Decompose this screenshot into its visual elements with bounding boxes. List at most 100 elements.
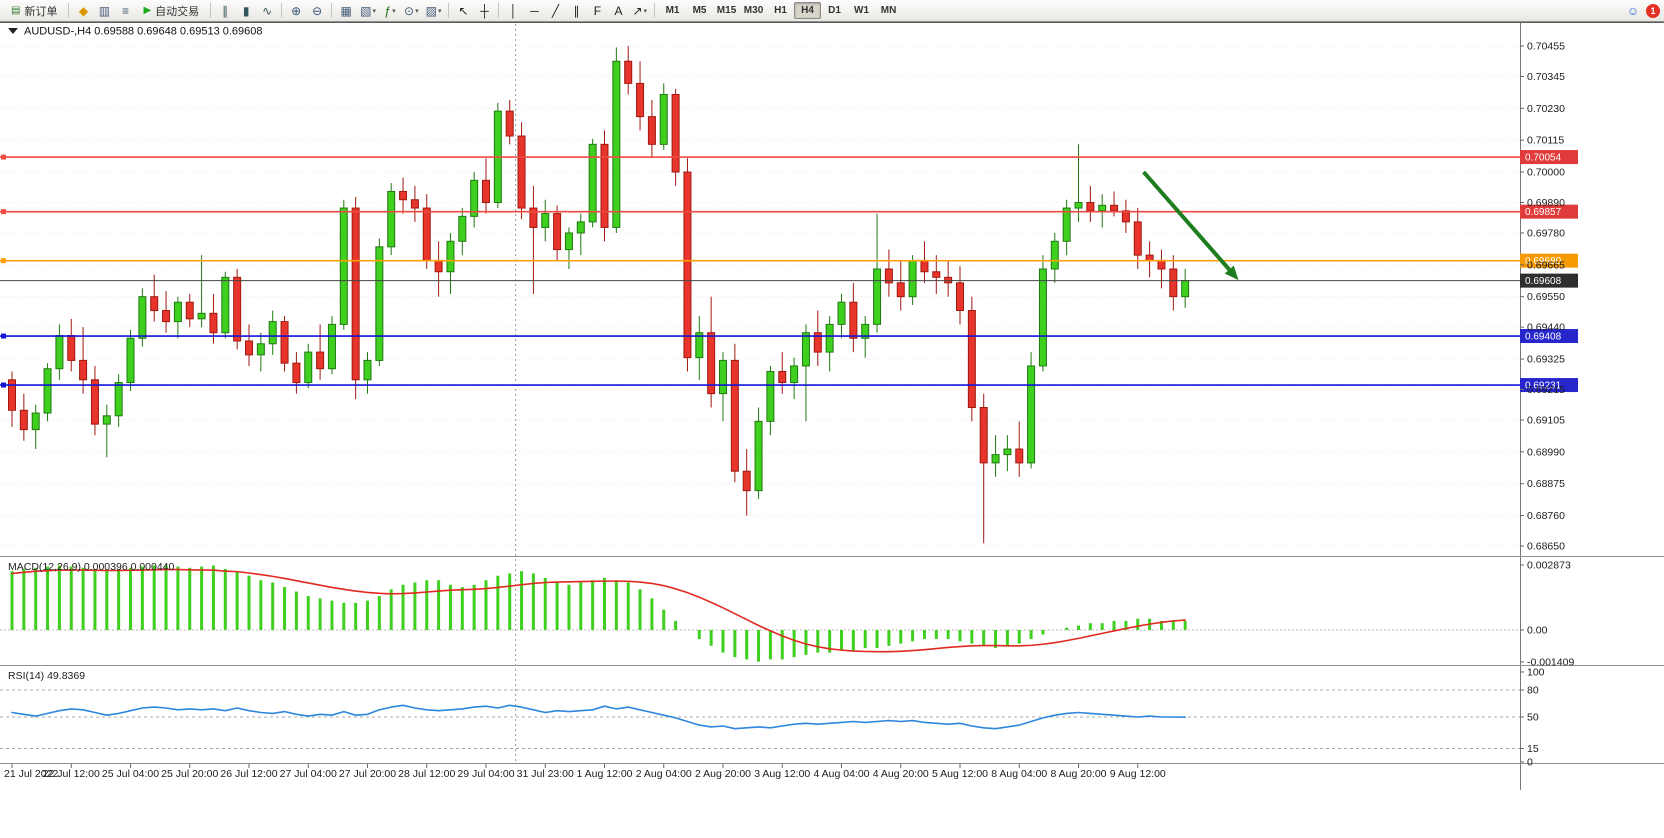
line-chart-icon[interactable]: ∿ xyxy=(257,2,277,20)
timeframe-button-m15[interactable]: M15 xyxy=(716,5,737,16)
macd-label: MACD(12,26,9) 0.000396 0.000440 xyxy=(8,561,175,573)
periods-icon[interactable]: ⊙ ▾ xyxy=(401,2,422,20)
candle-bull xyxy=(1027,365,1036,464)
candle-bear xyxy=(482,179,490,204)
cursor-icon[interactable]: ↖ xyxy=(453,2,473,20)
new-chart-icon-caret: ▾ xyxy=(372,7,377,15)
timeframe-button-m1[interactable]: M1 xyxy=(665,5,680,16)
bar-chart-icon[interactable]: ∥ xyxy=(215,2,235,20)
candle-bull xyxy=(55,334,64,370)
price-scale-label: 0.69665 xyxy=(1527,259,1565,271)
candle-bull xyxy=(837,301,846,325)
navigator-icon[interactable]: ≡ xyxy=(115,2,135,20)
trendline-icon[interactable]: ╱ xyxy=(545,2,565,20)
candle-bear xyxy=(209,312,218,334)
candle-bull xyxy=(790,365,799,384)
candle-bear xyxy=(422,207,431,262)
timeframe-button-m5[interactable]: M5 xyxy=(692,5,707,16)
vertical-line-icon[interactable]: │ xyxy=(503,2,523,20)
candle-bull xyxy=(268,321,277,345)
trend-arrow-line[interactable] xyxy=(1142,170,1231,271)
support-line-2-handle[interactable] xyxy=(1,382,6,388)
candle-bear xyxy=(647,116,656,145)
candle-bull xyxy=(43,368,52,414)
candle-bull xyxy=(695,332,704,359)
candle-bear xyxy=(944,276,953,284)
templates-icon-caret: ▾ xyxy=(437,7,442,15)
collapse-chevron-icon[interactable] xyxy=(8,28,18,34)
candle-bull xyxy=(825,323,834,353)
new-order-button[interactable]: ▤ 新订单 xyxy=(4,1,64,21)
chart-ohlc-header: AUDUSD-,H4 0.69588 0.69648 0.69513 0.696… xyxy=(24,26,263,38)
candle-bear xyxy=(19,409,28,431)
resistance-line-2-handle[interactable] xyxy=(1,209,6,215)
new-chart-icon[interactable]: ▧ ▾ xyxy=(357,2,379,20)
time-scale-area[interactable] xyxy=(0,764,1520,790)
data-window-icon[interactable]: ▥ xyxy=(94,2,114,20)
auto-trading-icon: ▶ xyxy=(143,5,152,16)
candle-bull xyxy=(564,232,573,251)
resistance-line-1-handle[interactable] xyxy=(1,154,6,160)
trend-arrow-head[interactable] xyxy=(1224,265,1239,281)
tile-windows-icon[interactable]: ▦ xyxy=(336,2,356,20)
crosshair-icon[interactable]: ┼ xyxy=(474,2,494,20)
timeframe-button-h4[interactable]: H4 xyxy=(794,2,822,19)
candle-bear xyxy=(316,351,325,370)
horizontal-line-icon[interactable]: ─ xyxy=(524,2,544,20)
auto-trading-button[interactable]: ▶ 自动交易 xyxy=(136,1,206,21)
text-icon[interactable]: A xyxy=(608,2,628,20)
candle-bull xyxy=(304,351,313,384)
candle-bull xyxy=(446,240,455,273)
timeframe-button-w1[interactable]: W1 xyxy=(854,5,870,16)
fibonacci-icon[interactable]: F xyxy=(587,2,607,20)
timeframe-group: M1 M5 M15 M30 H1 H4 D1 W1 MN xyxy=(659,2,902,19)
time-scale-label: 22 Jul 12:00 xyxy=(43,768,100,780)
candle-bear xyxy=(979,406,988,464)
candle-bear xyxy=(79,359,88,381)
price-scale-label: 0.70455 xyxy=(1527,41,1565,53)
new-order-icon: ▤ xyxy=(11,5,21,16)
time-scale-label: 8 Aug 20:00 xyxy=(1050,768,1106,780)
support-line-1-handle[interactable] xyxy=(1,333,6,339)
zoom-out-icon: ⊖ xyxy=(312,3,323,18)
templates-icon[interactable]: ▨ ▾ xyxy=(423,2,445,20)
candle-bear xyxy=(624,60,633,84)
support-line-1-price-text: 0.69408 xyxy=(1525,332,1562,343)
candle-bull xyxy=(541,213,550,228)
candle-bear xyxy=(233,276,242,342)
candle-bear xyxy=(8,379,16,411)
candle-bear xyxy=(707,332,716,395)
price-scale-label: 0.70000 xyxy=(1527,167,1565,179)
timeframe-button-d1[interactable]: D1 xyxy=(828,5,841,16)
data-window-icon: ▥ xyxy=(98,3,111,18)
timeframe-button-m30[interactable]: M30 xyxy=(743,5,764,16)
candle-bull xyxy=(612,60,621,228)
candle-bull xyxy=(1074,202,1083,209)
community-icon[interactable]: ☺ xyxy=(1623,2,1643,20)
time-scale-label: 25 Jul 04:00 xyxy=(102,768,159,780)
arrows-icon[interactable]: ↗ ▾ xyxy=(629,2,650,20)
candle-bear xyxy=(292,362,301,384)
candlestick-chart-icon[interactable]: ▮ xyxy=(236,2,256,20)
zoom-in-icon[interactable]: ⊕ xyxy=(286,2,306,20)
notification-badge[interactable]: 1 xyxy=(1646,3,1660,18)
zoom-out-icon[interactable]: ⊖ xyxy=(307,2,327,20)
candle-bear xyxy=(1133,221,1142,256)
timeframe-button-h1[interactable]: H1 xyxy=(774,5,787,16)
candle-bear xyxy=(956,282,964,312)
time-scale-label: 2 Aug 20:00 xyxy=(695,768,751,780)
timeframe-button-mn[interactable]: MN xyxy=(880,5,897,16)
channel-icon[interactable]: ∥ xyxy=(566,2,586,20)
candle-bull xyxy=(1181,280,1190,298)
pivot-line-handle[interactable] xyxy=(1,258,6,264)
price-scale-label: 0.69215 xyxy=(1527,384,1565,396)
indicators-icon[interactable]: ƒ ▾ xyxy=(380,2,400,20)
candle-bear xyxy=(517,135,526,209)
candle-bear xyxy=(742,470,751,492)
candle-bull xyxy=(31,412,40,431)
candle-bull xyxy=(991,454,1000,464)
support-line-2-price-text: 0.69231 xyxy=(1525,381,1562,392)
candle-bull xyxy=(327,323,336,370)
metaeditor-icon[interactable]: ◆ xyxy=(73,2,93,20)
